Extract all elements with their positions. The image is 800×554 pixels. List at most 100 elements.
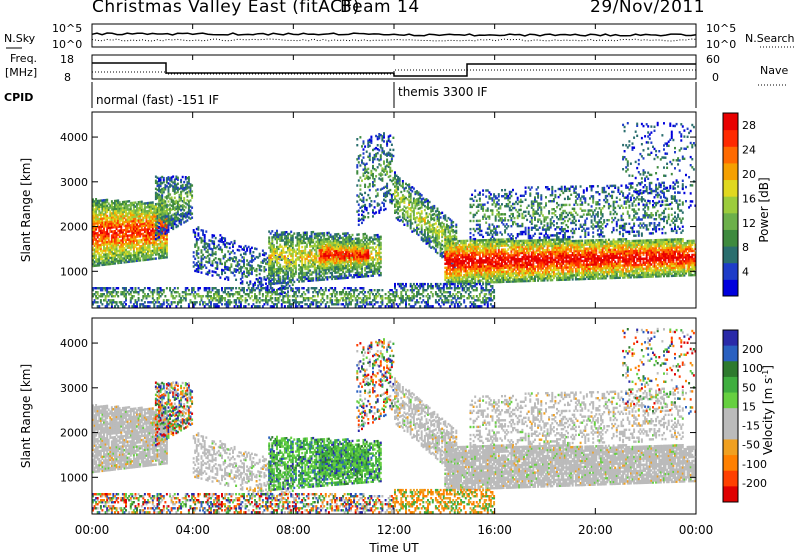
power-cell [239,301,242,304]
power-cell [115,301,118,304]
power-cell [238,267,241,270]
noise-label: N.Sky [4,32,36,45]
power-cell [353,250,356,253]
power-cell [131,260,134,263]
power-cell [307,291,310,294]
power-cell [420,232,423,235]
power-cell [331,237,334,240]
power-cell [109,220,112,223]
power-cell [266,301,269,304]
power-cell [389,170,392,174]
power-cell [236,260,239,264]
power-cell [165,225,168,229]
power-cell [305,273,308,277]
power-cell [287,273,289,276]
power-cell [373,303,376,306]
power-cell [390,155,393,159]
power-cell [315,303,318,306]
power-cell [315,272,318,276]
power-cell [219,295,222,298]
power-cell [250,258,253,262]
power-cell [318,246,321,249]
power-cell [208,305,211,308]
power-cell [203,289,206,292]
power-cell [169,207,172,210]
power-cell [417,217,420,221]
power-cell [287,299,289,302]
power-cell [239,281,242,285]
power-cell [356,261,359,265]
power-cell [420,236,423,239]
power-cell [175,217,178,221]
power-cell [362,303,365,306]
power-cell [364,295,367,298]
power-cell [110,222,113,225]
power-cell [386,182,389,186]
power-cell [98,252,101,255]
power-cell [274,260,277,264]
power-cell [272,278,275,281]
power-cell [213,293,216,296]
power-cell [290,262,293,266]
power-cell [140,220,143,224]
power-cell [276,299,278,302]
power-cell [128,218,131,221]
power-cell [321,250,324,253]
power-cell [378,249,381,253]
power-cell [93,238,96,241]
power-cell [351,246,354,249]
power-cell [269,287,272,290]
power-cell [233,268,236,271]
power-cell [147,240,150,243]
power-cell [92,246,94,250]
power-cell [208,245,211,248]
power-cell [148,215,151,219]
power-cell [356,275,359,279]
power-cell [153,235,156,238]
power-cell [302,249,305,253]
power-cell [164,209,167,213]
power-cell [123,301,126,304]
power-cell [117,261,120,265]
power-cell [268,242,271,245]
power-cell [394,173,396,176]
power-cell [175,177,178,180]
power-cell [321,261,324,264]
power-cell [95,212,98,215]
power-cell [312,265,315,268]
power-cell [310,257,313,260]
power-cell [367,291,370,294]
nave-label: Nave [760,64,788,77]
power-cell [219,262,222,265]
power-cell [277,267,280,271]
power-cell [337,269,340,272]
power-cell [131,217,134,221]
power-cell [361,259,363,262]
power-cell [287,259,289,262]
power-cell [173,291,176,294]
power-cell [305,243,308,246]
power-cell [147,232,150,235]
power-cell [323,258,326,262]
power-cell [290,281,293,284]
power-cell [192,293,195,296]
power-cell [98,221,101,225]
power-cell [299,254,302,257]
power-cell [343,248,346,252]
power-cell [389,198,392,202]
power-cell [287,291,289,294]
power-cell [274,231,277,235]
power-cell [189,209,192,212]
power-cell [400,200,403,204]
power-cell [357,209,360,212]
power-cell [117,305,120,308]
power-cell [114,295,116,298]
power-cell [379,158,382,161]
power-cell [202,303,205,306]
power-cell [290,275,293,278]
power-cell [139,245,142,248]
power-cell [334,269,337,272]
power-cell [109,240,112,244]
power-cell [211,262,214,265]
power-cell [238,259,241,262]
